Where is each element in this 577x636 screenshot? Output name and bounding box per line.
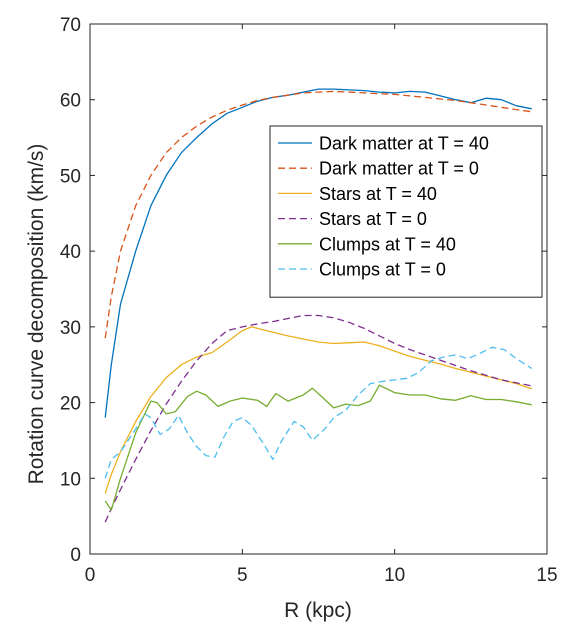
y-tick-label: 40	[60, 242, 81, 263]
y-tick-label: 70	[60, 15, 81, 36]
series-line-4	[104, 314, 532, 523]
y-tick-label: 10	[60, 469, 81, 490]
series-line-3	[104, 326, 533, 494]
x-tick-label: 10	[384, 565, 405, 586]
plot-area	[104, 88, 533, 523]
series-line-1	[104, 88, 532, 418]
series-line-6	[104, 346, 533, 479]
series-line-2	[104, 90, 532, 339]
x-axis-label: R (kpc)	[284, 599, 352, 622]
legend-entry: Dark matter at T = 40	[319, 134, 489, 154]
y-tick-label: 0	[70, 545, 81, 566]
legend-box	[269, 125, 543, 298]
y-tick-label: 60	[60, 91, 81, 112]
legend: Dark matter at T = 40 Dark matter at T = …	[269, 125, 543, 298]
legend-entry: Stars at T = 40	[319, 184, 437, 204]
x-tick-label: 5	[237, 565, 248, 586]
legend-entry: Dark matter at T = 0	[319, 159, 479, 179]
x-tick-label: 0	[85, 565, 96, 586]
y-axis-label: Rotation curve decomposition (km/s)	[25, 144, 48, 485]
series-line-5	[104, 384, 532, 511]
legend-entry: Clumps at T = 0	[319, 260, 446, 280]
legend-entry: Clumps at T = 40	[319, 234, 456, 254]
y-tick-label: 30	[60, 318, 81, 339]
y-tick-label: 20	[60, 394, 81, 415]
y-tick-label: 50	[60, 166, 81, 187]
x-tick-label: 15	[536, 565, 557, 586]
axes-box	[89, 23, 548, 555]
legend-entry: Stars at T = 0	[319, 209, 427, 229]
axes: 0 5 10 15 0 10 20 30 40 50 60 70	[60, 15, 558, 586]
